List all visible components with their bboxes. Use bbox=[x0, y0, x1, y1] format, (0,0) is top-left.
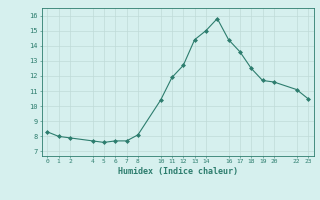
X-axis label: Humidex (Indice chaleur): Humidex (Indice chaleur) bbox=[118, 167, 237, 176]
